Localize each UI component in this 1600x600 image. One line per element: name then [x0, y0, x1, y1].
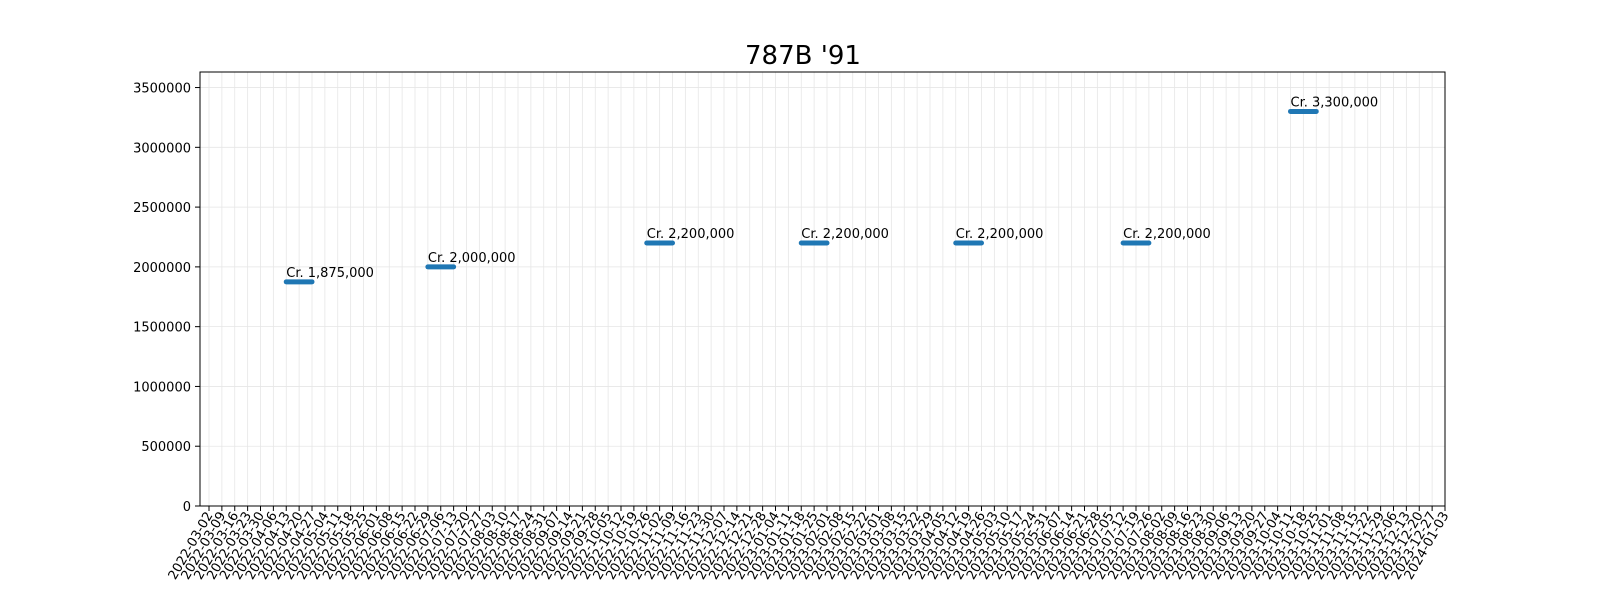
price-label: Cr. 2,200,000	[956, 227, 1044, 242]
price-label: Cr. 2,200,000	[647, 227, 735, 242]
y-tick-label: 1000000	[133, 380, 191, 395]
y-tick-label: 2000000	[133, 261, 191, 276]
price-label: Cr. 3,300,000	[1291, 95, 1379, 110]
y-tick-label: 0	[183, 500, 191, 515]
plot-area-frame	[199, 71, 1446, 507]
y-tick-label: 3500000	[133, 82, 191, 97]
price-segments	[283, 108, 1319, 285]
price-label: Cr. 2,200,000	[1123, 227, 1211, 242]
price-label: Cr. 2,000,000	[428, 251, 516, 266]
chart-title: 787B '91	[745, 41, 861, 71]
y-axis: 0 500000 1000000 1500000 2000000 2500000 30000…	[133, 82, 200, 515]
price-label: Cr. 2,200,000	[801, 227, 889, 242]
x-axis: 2022-03-022022-03-092022-03-162022-03-23…	[166, 506, 1452, 582]
price-label: Cr. 1,875,000	[286, 266, 374, 281]
grid	[200, 72, 1446, 507]
y-tick-label: 500000	[141, 440, 191, 455]
y-tick-label: 2500000	[133, 201, 191, 216]
y-tick-label: 3000000	[133, 141, 191, 156]
data-labels: Cr. 1,875,000 Cr. 2,000,000 Cr. 2,200,000 C…	[286, 95, 1378, 280]
y-tick-label: 1500000	[133, 321, 191, 336]
